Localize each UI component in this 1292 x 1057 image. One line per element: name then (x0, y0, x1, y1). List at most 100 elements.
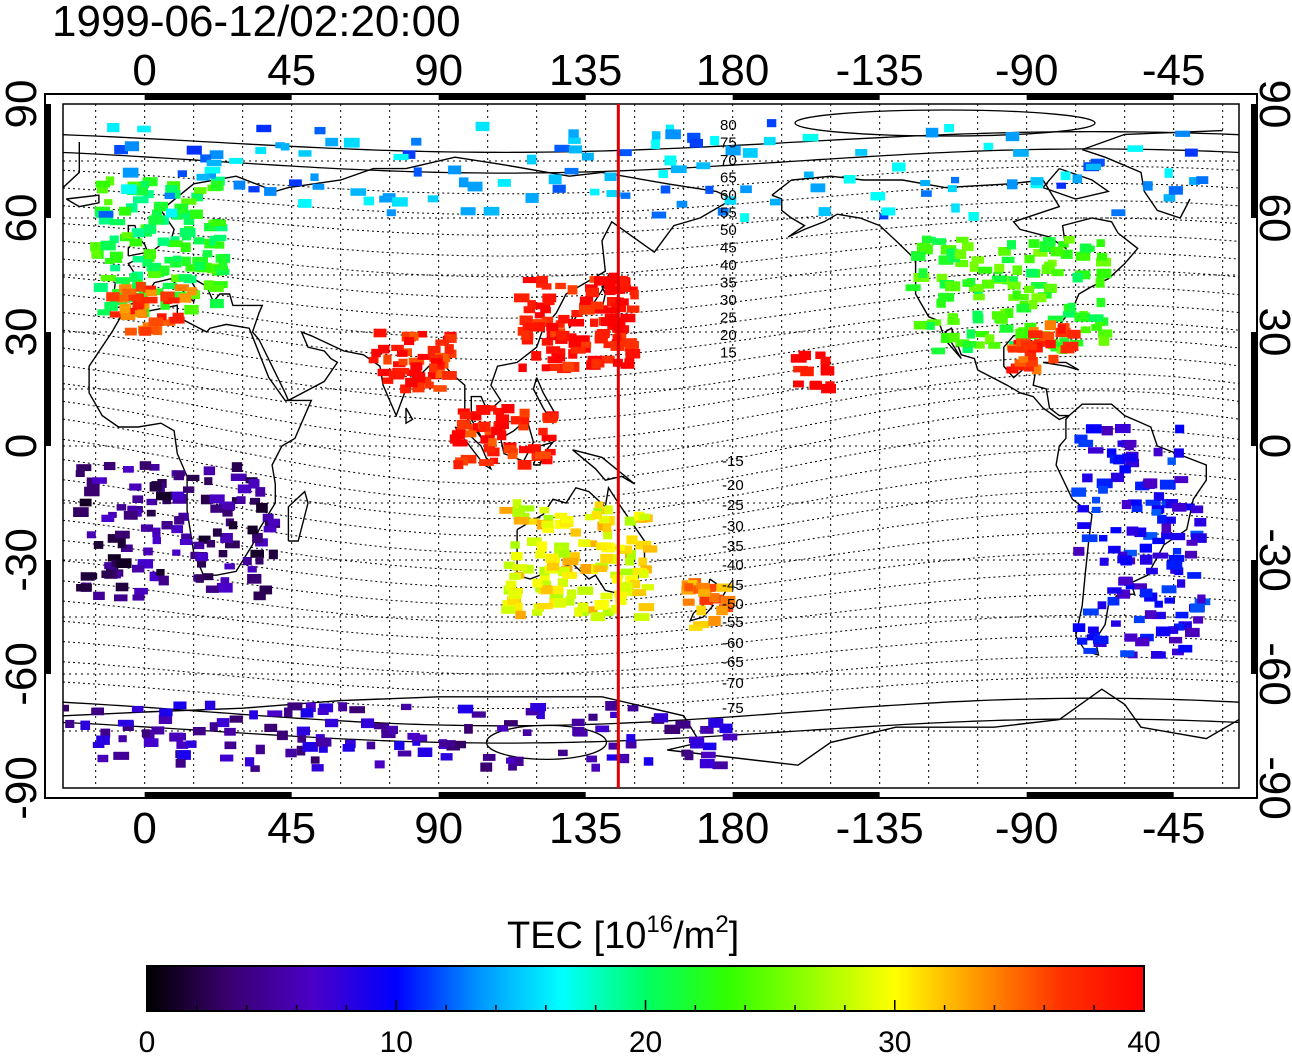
tec-point (143, 190, 154, 199)
tec-point (604, 287, 616, 296)
tec-point (401, 703, 412, 711)
tec-point (581, 345, 591, 353)
top-lon-label: 135 (549, 46, 622, 95)
tec-point (209, 722, 218, 732)
tec-point (1012, 290, 1021, 299)
tec-point (1073, 546, 1085, 556)
tec-point (843, 175, 856, 184)
right-lat-label: 60 (1250, 194, 1292, 243)
tec-point (615, 597, 627, 605)
contour-label: -30 (722, 518, 744, 535)
tec-point (310, 756, 320, 764)
tec-point (191, 192, 203, 202)
contour-label: 45 (720, 240, 737, 257)
tec-point (518, 363, 527, 373)
tec-point (536, 541, 547, 552)
tec-point (703, 742, 717, 751)
tec-point (173, 701, 187, 710)
tec-point (142, 177, 158, 187)
tec-point (571, 718, 585, 726)
tec-point (651, 131, 661, 140)
contour-label: -75 (722, 700, 744, 717)
tec-point (195, 552, 209, 561)
tec-point (1175, 130, 1191, 137)
left-frame-tick (45, 332, 51, 446)
tec-point (317, 708, 329, 715)
tec-point (1058, 241, 1069, 248)
tec-point (263, 526, 277, 533)
tec-point (1178, 621, 1192, 631)
tec-point (577, 602, 589, 613)
tec-point (1044, 320, 1056, 331)
tec-point (1087, 634, 1096, 641)
tec-point (555, 282, 566, 290)
tec-point (311, 764, 324, 772)
tec-point (181, 533, 191, 541)
tec-point (892, 162, 906, 172)
tec-point (712, 761, 728, 770)
tec-point (1164, 597, 1175, 604)
tec-point (1127, 145, 1144, 152)
tec-point (506, 757, 515, 764)
right-lat-label: -30 (1250, 528, 1292, 592)
contour-label: -35 (722, 538, 744, 555)
tec-point (568, 349, 578, 359)
tec-point (100, 240, 116, 251)
tec-point (627, 740, 637, 749)
tec-point (128, 294, 141, 301)
tec-point (1098, 486, 1108, 494)
tec-point (115, 582, 129, 592)
tec-point (696, 162, 711, 170)
tec-point (635, 540, 652, 550)
tec-point (1088, 447, 1104, 454)
tec-point (553, 352, 566, 362)
tec-point (457, 408, 470, 415)
tec-point (268, 549, 278, 560)
tec-point (916, 242, 931, 252)
colorbar-label: 20 (629, 1026, 662, 1057)
tec-point (802, 133, 819, 142)
tec-point (591, 511, 602, 520)
tec-point (222, 509, 233, 517)
tec-point (427, 345, 441, 356)
tec-point (602, 523, 612, 533)
bottom-lon-label: 90 (414, 804, 463, 853)
tec-point (564, 333, 577, 342)
contour-label: 65 (720, 170, 737, 187)
contour-label: 40 (720, 257, 737, 274)
tec-point (91, 477, 107, 484)
tec-point (247, 566, 257, 573)
tec-point (109, 311, 121, 318)
tec-point (162, 282, 177, 289)
tec-point (620, 313, 636, 323)
tec-point (174, 203, 189, 214)
tec-point (1168, 555, 1185, 562)
tec-point (119, 206, 131, 216)
tec-point (642, 545, 658, 553)
tec-point (542, 525, 555, 533)
tec-point (722, 733, 738, 741)
tec-point (548, 174, 562, 185)
tec-point (518, 505, 535, 512)
tec-point (184, 304, 199, 315)
tec-point (701, 751, 716, 759)
tec-point (285, 748, 297, 758)
tec-point (117, 719, 134, 727)
tec-point (1175, 424, 1185, 434)
tec-point (608, 272, 619, 281)
tec-point (149, 571, 165, 582)
colorbar-label: 40 (1127, 1026, 1160, 1057)
tec-point (708, 718, 724, 728)
tec-point (557, 331, 567, 341)
tec-point (408, 357, 425, 365)
tec-point (379, 195, 392, 203)
tec-point (542, 293, 557, 303)
tec-point (373, 328, 387, 338)
tec-point (1099, 535, 1108, 542)
tec-point (224, 502, 236, 510)
tec-point (1119, 465, 1131, 474)
tec-point (174, 284, 189, 292)
tec-point (1152, 537, 1165, 545)
tec-point (653, 713, 669, 723)
tec-point (242, 557, 252, 566)
